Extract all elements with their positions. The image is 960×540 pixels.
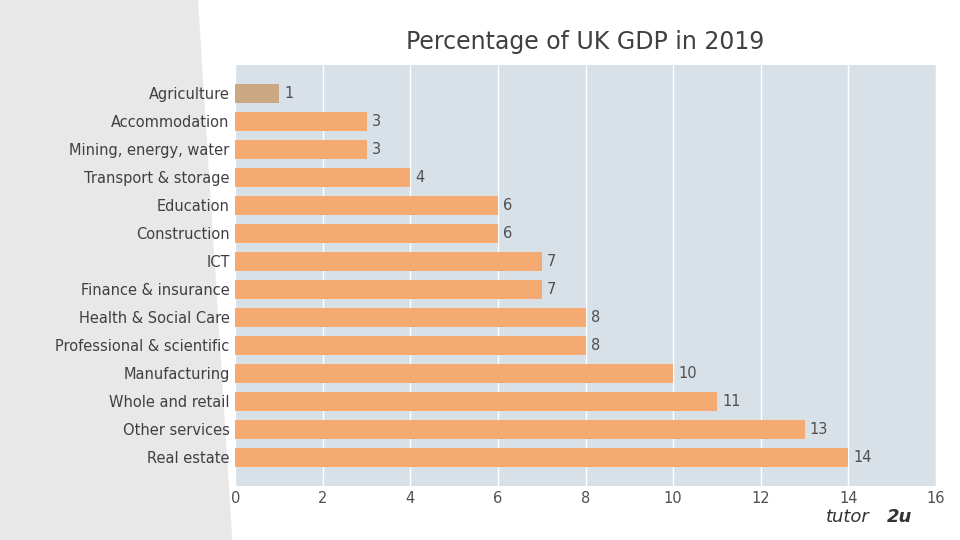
- Bar: [235, 420, 804, 439]
- Text: HEAD START TO A-LEVEL ECONOMICS: HEAD START TO A-LEVEL ECONOMICS: [567, 512, 772, 522]
- Text: 8: 8: [590, 338, 600, 353]
- Text: 3: 3: [372, 114, 381, 129]
- Bar: [235, 168, 411, 187]
- Bar: [235, 280, 541, 299]
- Text: 11: 11: [722, 394, 741, 409]
- Bar: [235, 448, 849, 467]
- Bar: [235, 140, 367, 159]
- Text: 4: 4: [416, 170, 425, 185]
- Bar: [235, 84, 279, 103]
- Text: tutor: tutor: [826, 509, 870, 526]
- Bar: [235, 336, 586, 355]
- Bar: [235, 224, 498, 243]
- Text: 3: 3: [372, 142, 381, 157]
- Text: 1: 1: [284, 86, 294, 101]
- Polygon shape: [0, 0, 232, 540]
- Text: 6: 6: [503, 226, 513, 241]
- Bar: [235, 112, 367, 131]
- Bar: [235, 196, 498, 215]
- Text: 13: 13: [810, 422, 828, 437]
- Bar: [235, 252, 541, 271]
- Bar: [235, 364, 673, 383]
- Text: 14: 14: [853, 450, 872, 465]
- Bar: [235, 392, 717, 411]
- Text: 7: 7: [547, 254, 557, 269]
- Text: 10: 10: [679, 366, 697, 381]
- Text: 8: 8: [590, 310, 600, 325]
- Text: Percentage of UK GDP in 2019: Percentage of UK GDP in 2019: [406, 30, 765, 53]
- Text: 2u: 2u: [887, 509, 913, 526]
- Text: 7: 7: [547, 282, 557, 297]
- Text: 6: 6: [503, 198, 513, 213]
- Bar: [235, 308, 586, 327]
